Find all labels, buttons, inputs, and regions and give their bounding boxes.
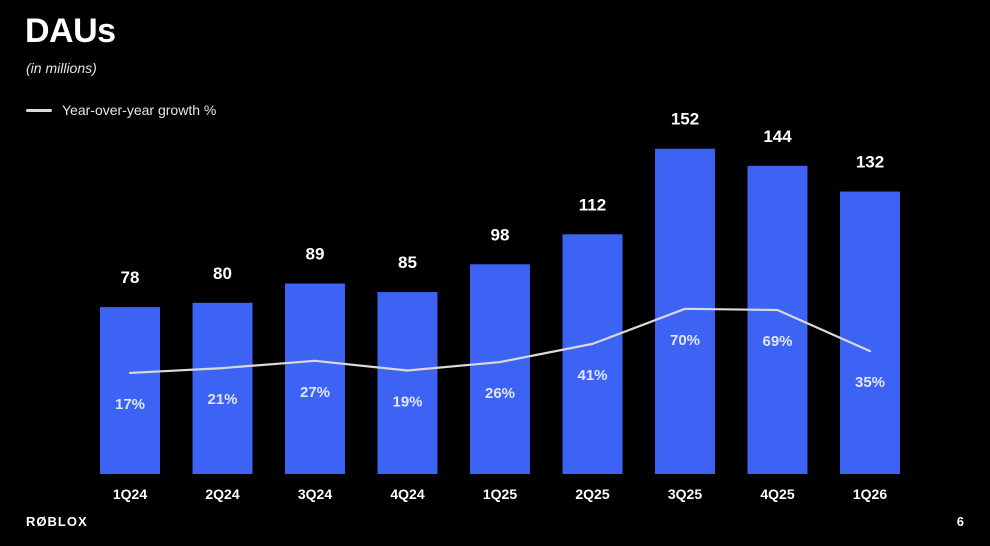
bar-value-label-3Q25: 152 (671, 110, 699, 129)
x-tick-label-3Q24: 3Q24 (298, 486, 332, 502)
legend-line-label: Year-over-year growth % (62, 102, 217, 118)
bar-value-label-2Q24: 80 (213, 264, 232, 283)
bar-4Q24 (377, 292, 438, 474)
growth-label-1Q24: 17% (115, 396, 145, 413)
roblox-logo: RØBLOX (26, 514, 88, 529)
growth-line (128, 307, 872, 375)
bar-value-label-1Q25: 98 (491, 225, 510, 244)
legend: Year-over-year growth % (26, 102, 216, 118)
bar-1Q26 (840, 191, 900, 474)
bar-value-label-3Q24: 89 (306, 245, 325, 264)
x-tick-label-1Q25: 1Q25 (483, 486, 517, 502)
growth-line-layer (128, 307, 872, 375)
x-tick-label-2Q25: 2Q25 (575, 486, 609, 502)
x-tick-label-1Q26: 1Q26 (853, 486, 887, 502)
bar-value-label-4Q25: 144 (763, 127, 792, 146)
x-tick-label-3Q25: 3Q25 (668, 486, 702, 502)
bar-value-label-1Q24: 78 (121, 268, 140, 287)
x-tick-label-4Q25: 4Q25 (760, 486, 794, 502)
bar-value-label-1Q26: 132 (856, 153, 884, 172)
bar-value-label-4Q24: 85 (398, 253, 417, 272)
labels-layer: 78 1Q24 17% 80 2Q24 21% 89 3Q24 27% 85 4Q24 19% 98 1Q… (113, 110, 887, 502)
x-tick-label-2Q24: 2Q24 (205, 486, 239, 502)
growth-label-1Q26: 35% (855, 374, 885, 391)
growth-label-3Q24: 27% (300, 384, 330, 401)
growth-label-1Q25: 26% (485, 385, 515, 402)
bar-1Q24 (100, 307, 160, 474)
chart-title: DAUs (25, 12, 116, 50)
page-number: 6 (956, 514, 964, 529)
bar-3Q25 (655, 148, 715, 474)
x-tick-label-1Q24: 1Q24 (113, 486, 147, 502)
growth-label-3Q25: 70% (670, 332, 700, 349)
chart-subtitle: (in millions) (26, 60, 97, 76)
legend-line-swatch (26, 108, 52, 112)
bar-2Q25 (562, 234, 623, 474)
bar-3Q24 (285, 283, 345, 474)
bar-value-label-2Q25: 112 (579, 195, 606, 214)
growth-label-4Q25: 69% (762, 333, 792, 350)
bar-2Q24 (192, 302, 253, 474)
growth-label-2Q24: 21% (207, 391, 237, 408)
bar-1Q25 (470, 264, 530, 474)
bars-layer (100, 148, 900, 474)
x-tick-label-4Q24: 4Q24 (390, 486, 424, 502)
growth-label-2Q25: 41% (577, 367, 607, 384)
growth-label-4Q24: 19% (392, 394, 422, 411)
